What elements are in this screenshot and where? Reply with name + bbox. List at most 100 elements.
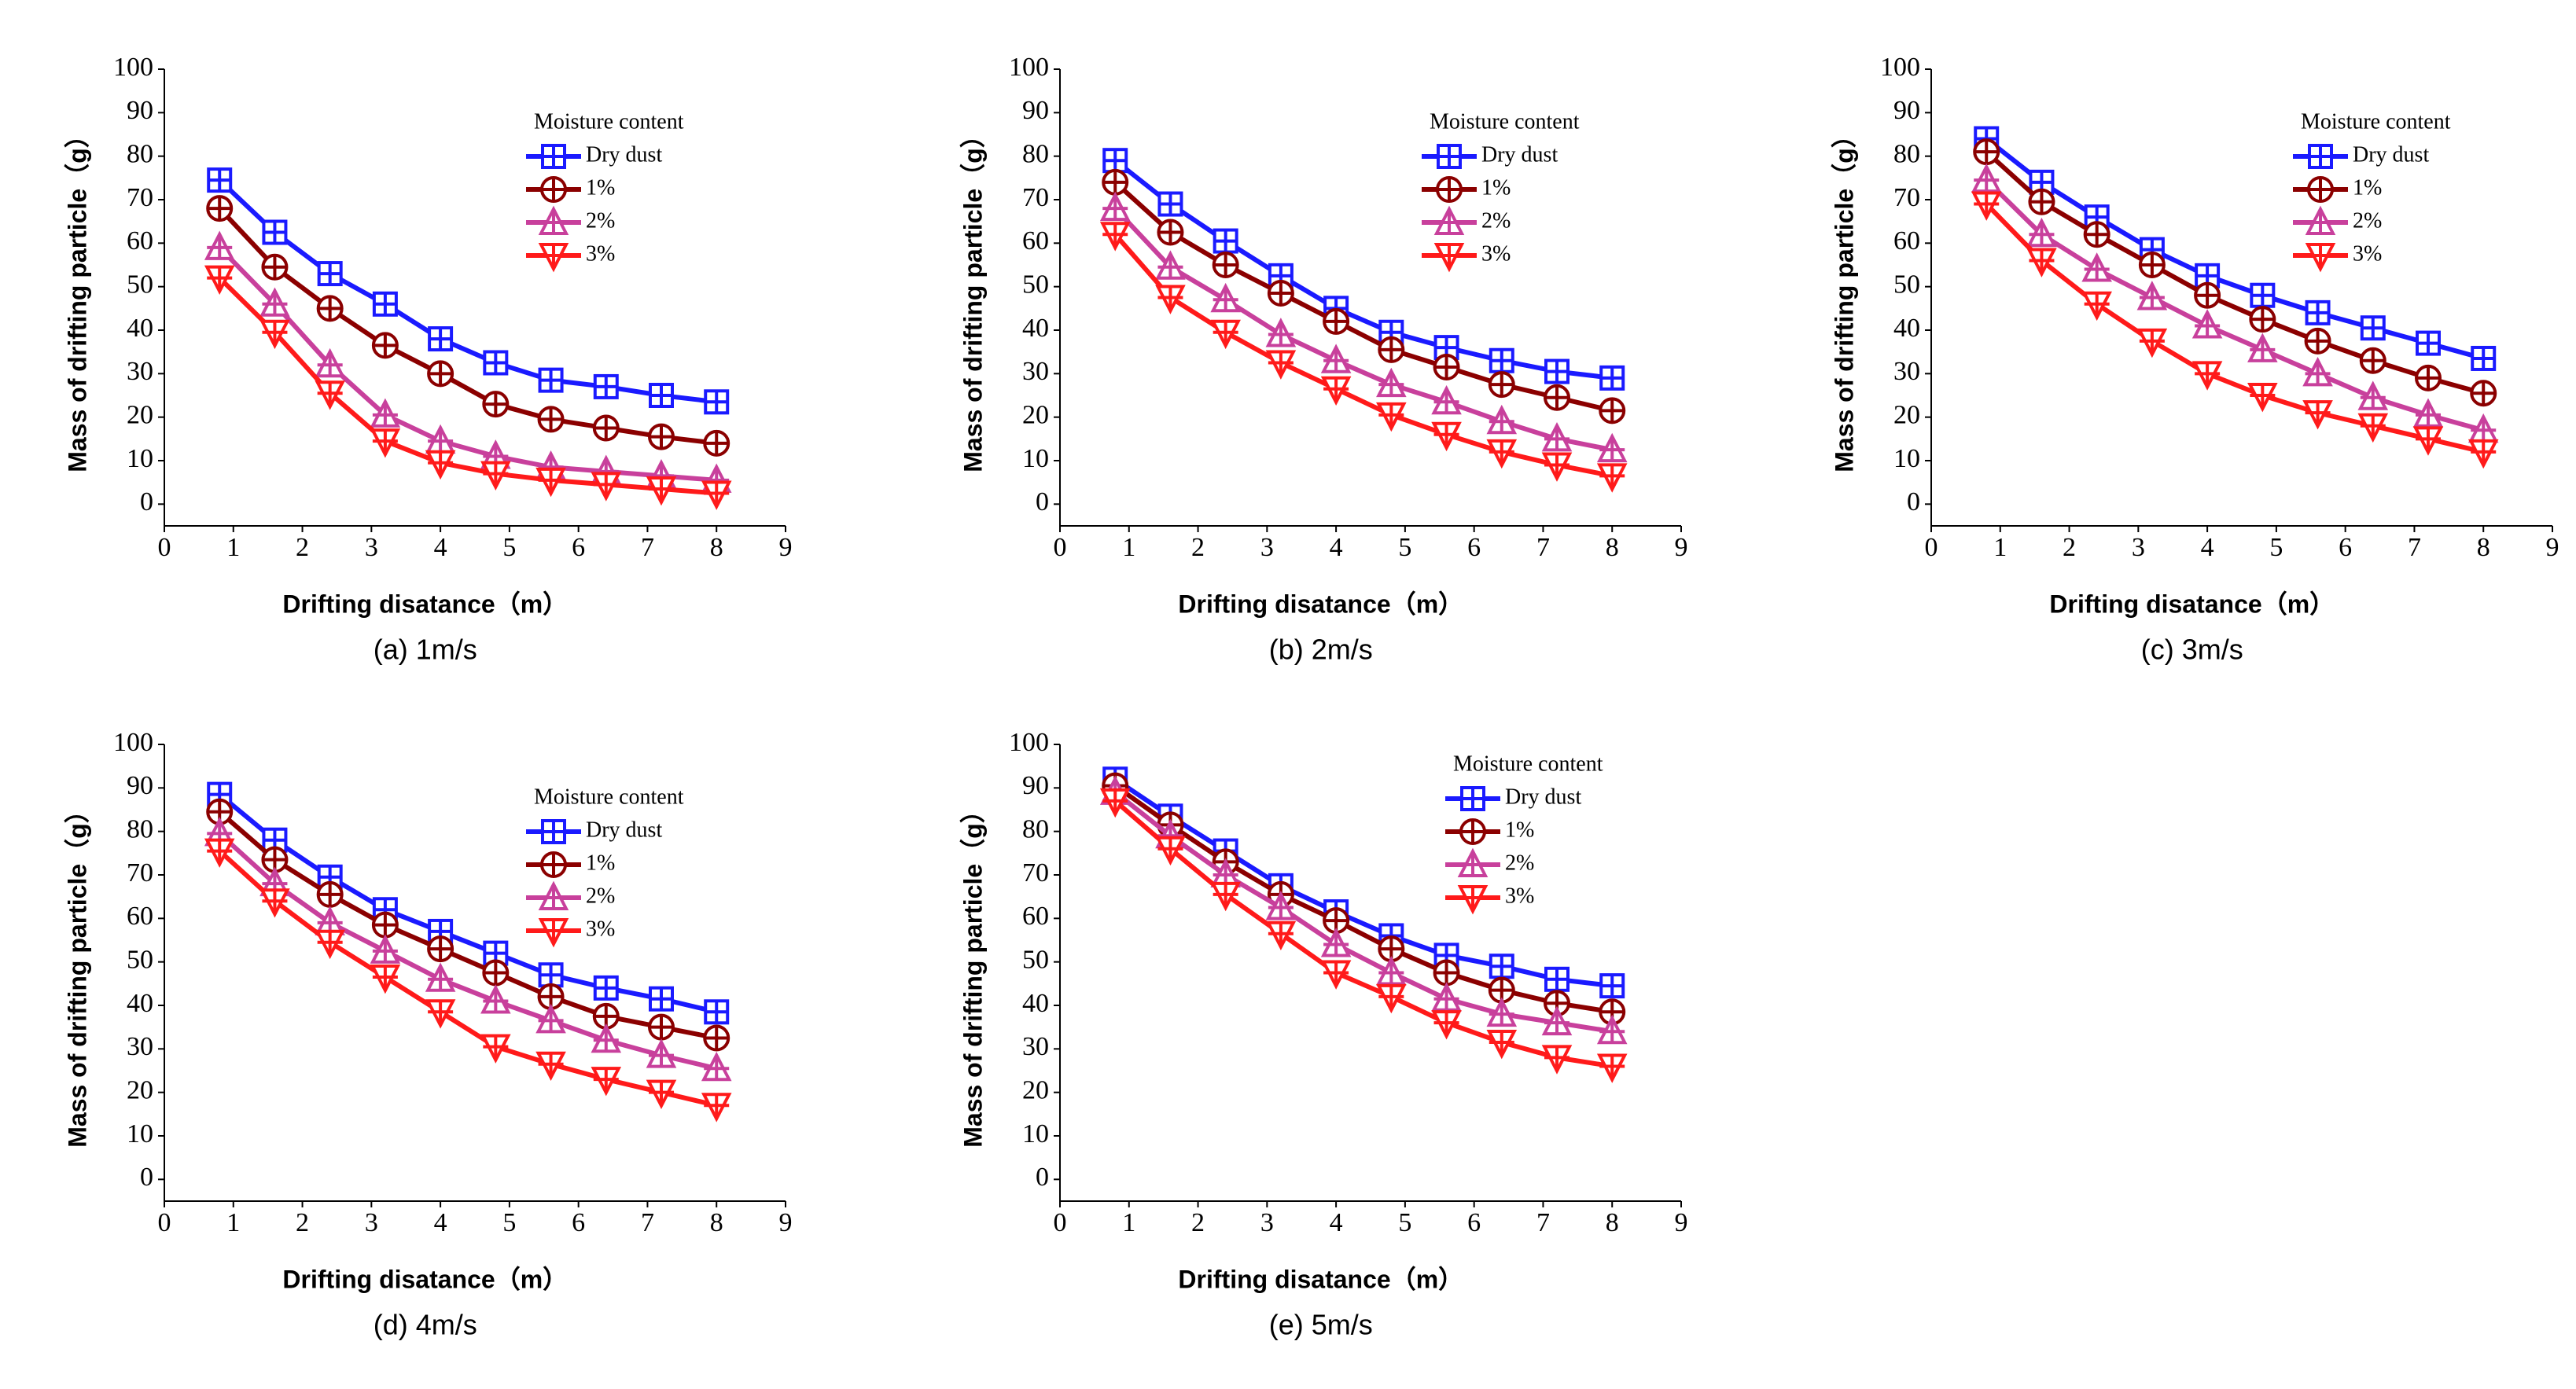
y-tick-label: 0 bbox=[1036, 487, 1049, 516]
marker-cross bbox=[2140, 254, 2163, 276]
marker-cross bbox=[1437, 211, 1462, 233]
marker-cross bbox=[1489, 1031, 1514, 1054]
marker bbox=[370, 965, 401, 994]
legend-title: Moisture content bbox=[1430, 109, 1580, 134]
y-tick-label: 40 bbox=[127, 989, 153, 1018]
marker bbox=[1596, 432, 1628, 463]
marker-cross bbox=[1159, 193, 1182, 215]
marker bbox=[1102, 148, 1128, 174]
marker bbox=[1210, 282, 1241, 313]
marker bbox=[1265, 920, 1297, 951]
marker bbox=[540, 176, 567, 203]
legend-label: Dry dust bbox=[586, 142, 662, 167]
legend-label: 1% bbox=[2353, 175, 2382, 200]
y-axis-label: Mass of drifting particle（g） bbox=[63, 123, 91, 472]
legend-title: Moisture content bbox=[2301, 109, 2451, 134]
marker bbox=[2471, 345, 2497, 371]
marker bbox=[1596, 1053, 1628, 1083]
marker bbox=[204, 838, 235, 868]
marker-cross bbox=[1378, 961, 1404, 984]
y-tick-label: 0 bbox=[1036, 1163, 1049, 1192]
marker bbox=[2308, 144, 2333, 169]
marker bbox=[1436, 176, 1463, 203]
marker bbox=[2302, 400, 2333, 430]
marker bbox=[2360, 315, 2386, 341]
x-tick-label: 1 bbox=[1122, 533, 1135, 562]
y-tick-label: 80 bbox=[127, 139, 153, 168]
marker bbox=[259, 287, 290, 317]
marker bbox=[649, 986, 674, 1012]
marker bbox=[1541, 1045, 1573, 1075]
marker-cross bbox=[2308, 244, 2333, 266]
y-tick-label: 60 bbox=[127, 902, 153, 931]
x-tick-label: 0 bbox=[158, 533, 171, 562]
marker bbox=[703, 1024, 730, 1052]
marker bbox=[1157, 219, 1184, 246]
marker bbox=[482, 959, 510, 987]
y-tick-label: 30 bbox=[127, 1032, 153, 1061]
marker bbox=[1541, 1005, 1573, 1036]
y-tick-label: 60 bbox=[1022, 226, 1049, 255]
marker bbox=[648, 423, 675, 450]
marker-cross bbox=[1157, 255, 1183, 278]
marker bbox=[1320, 960, 1352, 990]
y-axis-label: Mass of drifting particle（g） bbox=[1830, 123, 1858, 472]
legend-label: 1% bbox=[586, 851, 615, 875]
legend-label: Dry dust bbox=[1505, 785, 1581, 809]
marker bbox=[483, 350, 509, 376]
series-line bbox=[1985, 202, 2484, 454]
y-tick-label: 10 bbox=[127, 1119, 153, 1148]
marker-cross bbox=[263, 221, 286, 244]
marker bbox=[261, 253, 289, 281]
y-tick-label: 70 bbox=[127, 858, 153, 887]
x-tick-label: 3 bbox=[2132, 533, 2145, 562]
marker-cross bbox=[1435, 961, 1458, 984]
marker-cross bbox=[1378, 403, 1404, 426]
marker bbox=[204, 265, 235, 295]
series-line bbox=[1113, 777, 1613, 989]
series-line bbox=[1113, 799, 1613, 1069]
marker-cross bbox=[207, 266, 233, 289]
series-line bbox=[1113, 790, 1613, 1034]
y-axis-label: Mass of drifting particle（g） bbox=[959, 123, 987, 472]
marker-cross bbox=[428, 451, 454, 474]
marker-cross bbox=[1268, 896, 1294, 919]
legend-title: Moisture content bbox=[1453, 751, 1603, 776]
marker-cross bbox=[1489, 440, 1514, 463]
marker-cross bbox=[593, 1029, 619, 1052]
marker-cross bbox=[374, 292, 396, 315]
marker-cross bbox=[1462, 821, 1484, 843]
marker bbox=[1099, 191, 1131, 222]
marker bbox=[1099, 788, 1131, 818]
marker-cross bbox=[1601, 975, 1624, 998]
y-tick-label: 90 bbox=[1022, 771, 1049, 800]
marker-cross bbox=[1325, 310, 1348, 333]
marker-cross bbox=[649, 1081, 674, 1104]
marker bbox=[2359, 347, 2386, 374]
y-tick-label: 60 bbox=[1893, 226, 1920, 255]
y-tick-label: 60 bbox=[1022, 902, 1049, 931]
y-tick-label: 80 bbox=[1893, 139, 1920, 168]
marker bbox=[315, 380, 345, 410]
marker bbox=[1971, 191, 2002, 221]
marker bbox=[1488, 371, 1515, 399]
marker-cross bbox=[2251, 284, 2274, 307]
x-tick-label: 0 bbox=[1054, 1208, 1067, 1237]
marker bbox=[370, 428, 401, 458]
y-tick-label: 40 bbox=[127, 314, 153, 343]
marker-cross bbox=[1159, 221, 1182, 244]
marker bbox=[1486, 1030, 1518, 1060]
marker bbox=[427, 935, 454, 963]
y-tick-label: 10 bbox=[1022, 444, 1049, 473]
marker-cross bbox=[2306, 301, 2329, 324]
x-tick-label: 4 bbox=[1330, 1208, 1343, 1237]
marker-cross bbox=[208, 197, 231, 220]
marker-cross bbox=[372, 939, 398, 962]
marker-cross bbox=[317, 382, 343, 405]
marker bbox=[2304, 327, 2331, 355]
marker bbox=[480, 461, 511, 491]
marker-cross bbox=[2250, 338, 2276, 361]
y-tick-label: 20 bbox=[1022, 1075, 1049, 1104]
marker bbox=[2195, 263, 2221, 288]
legend-label: 2% bbox=[586, 884, 615, 908]
